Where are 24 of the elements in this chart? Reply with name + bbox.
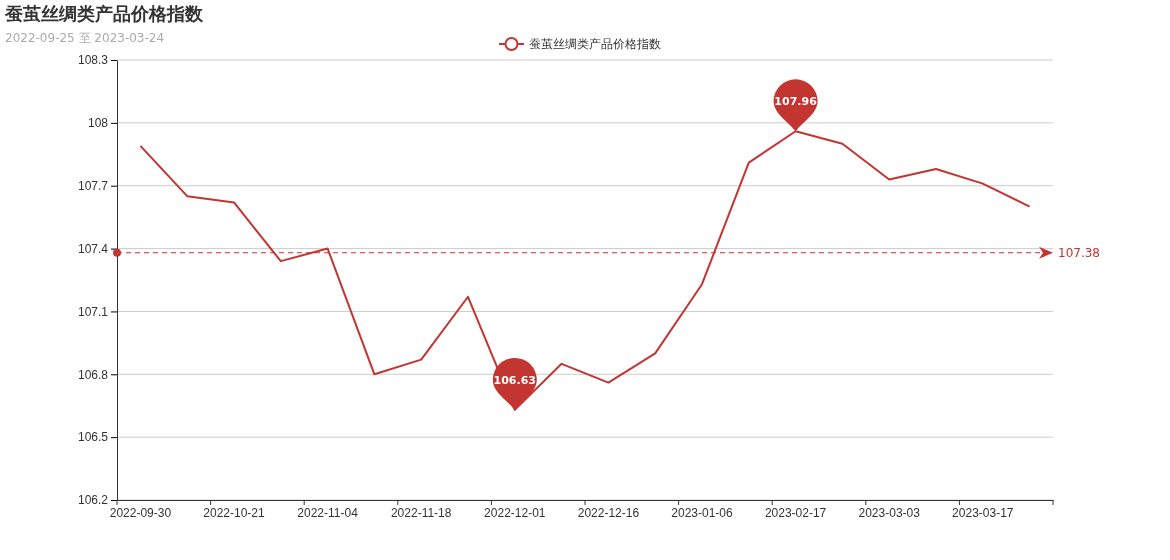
y-tick-label: 108 [87, 116, 109, 131]
x-tick-label: 2022-11-18 [390, 506, 452, 521]
x-tick-label: 2022-10-21 [203, 506, 266, 521]
legend-label: 蚕茧丝绸类产品价格指数 [529, 37, 661, 51]
x-tick-label: 2022-09-30 [109, 506, 172, 521]
y-tick-label: 108.3 [77, 53, 109, 68]
y-tick-label: 107.7 [77, 179, 109, 194]
y-tick-label: 106.5 [77, 430, 109, 445]
x-tick-label: 2022-12-16 [577, 506, 640, 521]
annotation: 106.63 [493, 373, 537, 387]
y-tick-label: 107.4 [77, 241, 109, 256]
ref-line-label: 107.38 [1058, 245, 1100, 260]
x-tick-label: 2023-03-17 [952, 506, 1014, 521]
chart-title: 蚕茧丝绸类产品价格指数 [4, 3, 204, 24]
x-tick-label: 2023-03-03 [858, 506, 921, 521]
x-tick-label: 2023-02-17 [764, 506, 827, 521]
annotation: 107.96 [774, 95, 818, 109]
x-tick-label: 2023-01-06 [671, 506, 734, 521]
y-tick-label: 106.8 [77, 367, 109, 382]
x-tick-label: 2022-11-04 [297, 506, 359, 521]
y-tick-label: 106.2 [77, 493, 109, 508]
y-tick-label: 107.1 [77, 304, 109, 319]
chart-subtitle: 2022-09-25 至 2023-03-24 [5, 31, 165, 45]
x-tick-label: 2022-12-01 [484, 506, 546, 521]
